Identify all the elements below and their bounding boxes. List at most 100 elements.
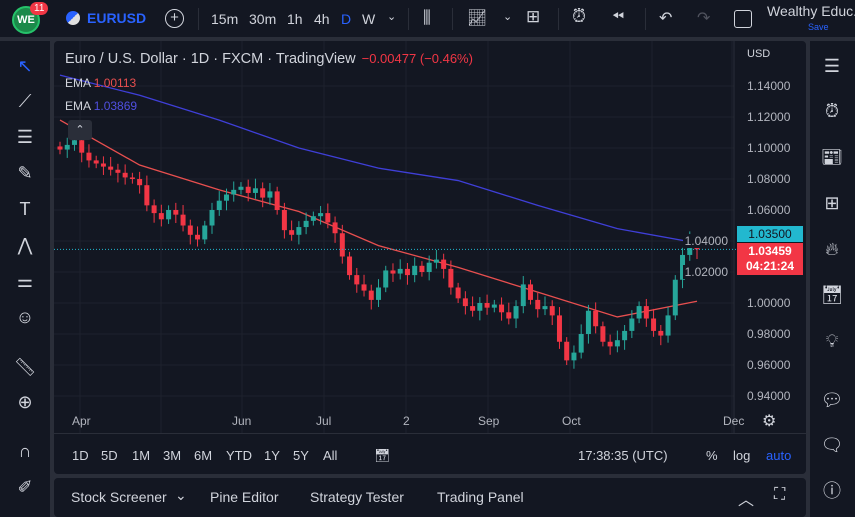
interval-dropdown-icon[interactable]: ⌄ [387, 11, 397, 23]
interval-4h[interactable]: 4h [314, 11, 330, 27]
redo-icon[interactable]: ↷ [697, 10, 711, 27]
candle-body [216, 200, 222, 210]
candle-body [672, 279, 678, 316]
hotlist-icon[interactable]: 🔥︎ [825, 239, 839, 259]
candle-body [71, 140, 77, 145]
range-6m[interactable]: 6M [194, 448, 213, 463]
range-1y[interactable]: 1Y [264, 448, 280, 463]
ema-slow-legend[interactable]: EMA 1.03869 [65, 99, 137, 113]
time-label: Sep [478, 414, 500, 428]
price-chart[interactable] [54, 41, 806, 474]
interval-d[interactable]: D [341, 11, 352, 27]
candle-body [376, 287, 381, 300]
last-price: 1.03459 [748, 244, 792, 258]
date-range-icon[interactable]: 📅︎ [374, 448, 391, 463]
candle-body [542, 306, 548, 310]
collapse-panel-icon[interactable]: ︿ [738, 492, 755, 509]
ruler-icon[interactable]: 📏︎ [13, 357, 37, 377]
tab-strategy-tester[interactable]: Strategy Tester [310, 489, 404, 505]
candle-body [347, 256, 353, 276]
save-button[interactable]: Save [808, 22, 829, 32]
candle-body [187, 225, 193, 235]
tab-trading-panel[interactable]: Trading Panel [437, 489, 524, 505]
messages-icon[interactable]: 🗨︎ [820, 435, 844, 455]
maximize-panel-icon[interactable]: ⛶ [774, 486, 786, 503]
candle-body [419, 265, 425, 272]
log-toggle[interactable]: log [733, 448, 751, 463]
interval-15m[interactable]: 15m [211, 11, 239, 27]
candle-body [520, 284, 526, 307]
layout-icon[interactable] [734, 10, 752, 28]
range-ytd[interactable]: YTD [226, 448, 252, 463]
add-list-icon[interactable]: ⊞ [824, 193, 840, 213]
time-label: Oct [562, 414, 581, 428]
pattern-icon[interactable]: ⋀ [17, 235, 33, 255]
tab-stock-screener[interactable]: Stock Screener [71, 489, 167, 505]
fib-icon[interactable]: ☰ [16, 127, 34, 147]
cursor-icon[interactable]: ↖ [17, 56, 33, 76]
candle-body [158, 213, 164, 220]
interval-1h[interactable]: 1h [287, 11, 303, 27]
zoom-in-icon[interactable]: ⊕ [17, 392, 33, 412]
candle-body [361, 284, 367, 291]
candle-body [491, 304, 497, 308]
collapse-legend-icon[interactable]: ⌃ [68, 120, 92, 140]
layout-name[interactable]: Wealthy Educ... [767, 3, 855, 19]
range-5y[interactable]: 5Y [293, 448, 309, 463]
indicators-dropdown-icon[interactable]: ⌄ [503, 11, 513, 23]
trend-line-icon[interactable]: ⟋ [18, 91, 32, 111]
candle-body [137, 179, 143, 186]
add-symbol-icon[interactable]: + [165, 9, 184, 28]
interval-30m[interactable]: 30m [249, 11, 277, 27]
ema-fast-legend[interactable]: EMA 1.00113 [65, 76, 136, 90]
auto-toggle[interactable]: auto [766, 448, 792, 463]
price-label: 1.00000 [747, 296, 791, 310]
news-icon[interactable]: 📰︎ [820, 147, 844, 167]
indicators-icon[interactable]: 📈︎ [467, 10, 488, 27]
candle-body [622, 330, 628, 341]
layouts-icon[interactable]: ⊞ [526, 7, 541, 26]
range-5d[interactable]: 5D [101, 448, 118, 463]
range-1d[interactable]: 1D [72, 448, 89, 463]
brush-icon[interactable]: ✎ [17, 163, 33, 183]
alarm-icon[interactable]: ⏰︎ [824, 101, 840, 121]
flag-icon [66, 11, 80, 25]
symbol-search[interactable]: EURUSD [87, 10, 147, 26]
text-icon[interactable]: T [19, 199, 31, 219]
watchlist-icon[interactable]: ☰ [823, 56, 841, 76]
undo-icon[interactable]: ↶ [659, 10, 673, 27]
settings-icon[interactable]: ⚙ [762, 413, 777, 430]
ideas-icon[interactable]: 💡︎ [825, 331, 839, 351]
range-1m[interactable]: 1M [132, 448, 151, 463]
tab-pine-editor[interactable]: Pine Editor [210, 489, 279, 505]
candle-body [629, 318, 635, 331]
candle-body [129, 177, 135, 179]
chat-icon[interactable]: 💬︎ [820, 390, 844, 410]
currency-selector[interactable]: USD [747, 48, 771, 60]
clock[interactable]: 17:38:35 (UTC) [578, 448, 668, 463]
prediction-icon[interactable]: ⚌ [16, 271, 34, 291]
price-label: 1.14000 [747, 79, 791, 93]
candle-body [231, 189, 237, 195]
candle-body [636, 306, 642, 319]
price-label: 1.12000 [747, 110, 791, 124]
candle-body [180, 214, 186, 226]
screener-dropdown-icon[interactable]: ⌄ [175, 487, 187, 503]
alert-icon[interactable]: ⏰︎ [572, 6, 587, 26]
time-label: Apr [72, 414, 91, 428]
replay-icon[interactable]: ⏪︎ [612, 8, 625, 25]
percent-toggle[interactable]: % [706, 448, 718, 463]
interval-w[interactable]: W [362, 11, 376, 27]
candle-body [665, 315, 671, 336]
lock-draw-icon[interactable]: ✐ [17, 477, 33, 497]
range-3m[interactable]: 3M [163, 448, 182, 463]
candle-body [643, 306, 649, 319]
help-icon[interactable]: ⓘ [823, 481, 841, 501]
candle-body [600, 326, 606, 342]
emoji-icon[interactable]: ☺ [15, 307, 35, 327]
candle-body [448, 268, 454, 288]
magnet-icon[interactable]: ∩ [18, 441, 32, 461]
range-all[interactable]: All [323, 448, 338, 463]
candle-type-icon[interactable]: ⫼ [423, 8, 431, 27]
calendar-icon[interactable]: 📅︎ [820, 285, 844, 305]
